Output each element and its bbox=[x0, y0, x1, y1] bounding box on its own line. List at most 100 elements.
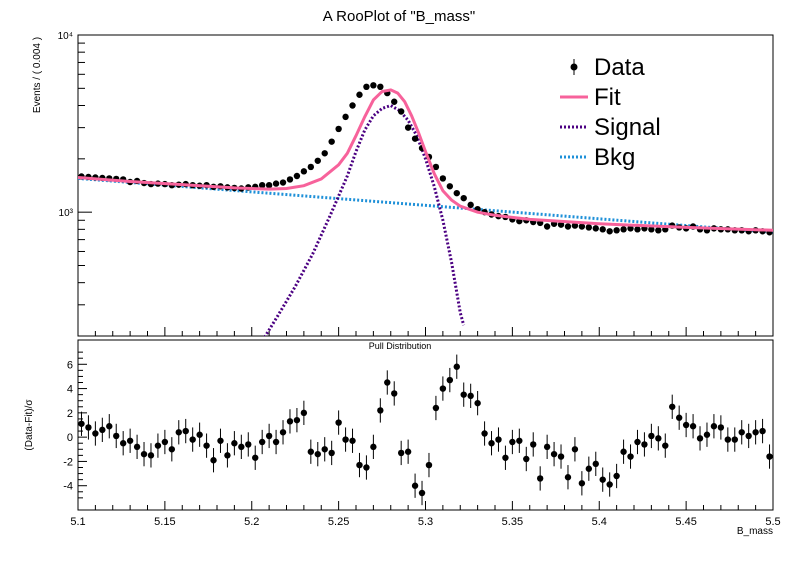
pull-point bbox=[536, 475, 544, 482]
pull-point bbox=[453, 363, 460, 370]
data-point bbox=[655, 227, 662, 234]
data-point bbox=[439, 175, 447, 182]
pull-point bbox=[564, 474, 572, 481]
pull-point bbox=[99, 426, 106, 434]
pull-point bbox=[203, 442, 210, 449]
pull-point bbox=[696, 435, 704, 442]
data-point bbox=[377, 83, 384, 91]
pull-point bbox=[738, 429, 745, 436]
data-point bbox=[342, 113, 349, 121]
pull-point bbox=[224, 452, 231, 459]
pull-point bbox=[745, 432, 752, 440]
pull-point bbox=[585, 465, 593, 472]
pull-ylabel: (Data-Fit)/σ bbox=[24, 399, 35, 451]
pull-point bbox=[446, 376, 454, 384]
pull-point bbox=[689, 423, 697, 430]
pull-point bbox=[460, 391, 467, 398]
pull-y-tick-label: 6 bbox=[67, 359, 73, 371]
data-point bbox=[592, 225, 599, 232]
pull-point bbox=[119, 440, 127, 447]
pull-point bbox=[391, 390, 398, 397]
pull-point bbox=[425, 461, 433, 469]
pull-point bbox=[147, 452, 155, 459]
pull-point bbox=[168, 446, 176, 453]
pull-point bbox=[328, 449, 335, 457]
pull-point bbox=[509, 438, 516, 446]
pull-point bbox=[557, 453, 565, 460]
data-point bbox=[467, 201, 474, 209]
pull-point bbox=[293, 416, 301, 424]
data-point bbox=[356, 91, 363, 98]
pull-point bbox=[349, 437, 356, 444]
x-tick-label: 5.5 bbox=[765, 516, 780, 528]
data-point bbox=[328, 138, 335, 145]
data-point bbox=[335, 125, 342, 133]
legend-swatch-data bbox=[570, 63, 578, 71]
pull-point bbox=[411, 482, 419, 489]
pull-point bbox=[474, 399, 481, 407]
data-point bbox=[599, 226, 606, 233]
data-point bbox=[620, 226, 627, 233]
pull-point bbox=[175, 429, 182, 436]
pull-point bbox=[502, 454, 509, 461]
data-point bbox=[272, 180, 280, 187]
pull-point bbox=[78, 420, 85, 427]
pull-point bbox=[752, 429, 759, 436]
x-tick-label: 5.35 bbox=[502, 516, 523, 528]
pull-point bbox=[418, 489, 426, 497]
data-point bbox=[627, 225, 634, 232]
pull-point bbox=[217, 437, 224, 444]
x-tick-label: 5.15 bbox=[154, 516, 175, 528]
pull-point bbox=[210, 457, 217, 464]
legend-label-signal: Signal bbox=[594, 114, 661, 141]
bkg-curve bbox=[78, 176, 773, 234]
pull-point bbox=[675, 414, 683, 421]
pull-point bbox=[140, 450, 148, 458]
pull-point bbox=[571, 446, 579, 453]
pull-point bbox=[488, 440, 495, 447]
data-point bbox=[258, 181, 266, 189]
legend-label-bkg: Bkg bbox=[594, 144, 635, 171]
pull-point bbox=[397, 449, 405, 457]
pull-point bbox=[467, 392, 474, 400]
pull-pad: 5.1 5.15 5.2 5.25 5.3 5.35 5.4 5.45 5.5 -4 -2 0 2 4 6 bbox=[63, 339, 781, 528]
data-point bbox=[606, 228, 613, 235]
pull-y-tick-label: -4 bbox=[63, 481, 73, 493]
pull-point bbox=[286, 418, 294, 425]
pull-y-tick-label: 4 bbox=[67, 384, 73, 396]
data-point bbox=[349, 102, 356, 109]
data-point bbox=[314, 157, 321, 164]
pull-point bbox=[523, 455, 530, 463]
data-point bbox=[286, 176, 294, 183]
pull-point bbox=[550, 450, 558, 458]
data-point bbox=[578, 223, 586, 230]
pull-point bbox=[530, 441, 537, 448]
top-ylabel: Events / ( 0.004 ) bbox=[32, 37, 43, 113]
data-point bbox=[543, 223, 551, 230]
data-point bbox=[321, 150, 328, 157]
pull-point bbox=[627, 453, 634, 460]
pull-point bbox=[113, 432, 120, 440]
pull-point bbox=[634, 438, 641, 446]
data-point bbox=[293, 172, 301, 180]
pull-point bbox=[363, 464, 370, 471]
pull-point bbox=[92, 430, 99, 437]
pull-point bbox=[384, 379, 391, 386]
pull-point bbox=[321, 446, 328, 453]
data-point bbox=[391, 98, 398, 105]
data-point bbox=[557, 221, 565, 228]
pull-point bbox=[189, 436, 196, 443]
pull-point bbox=[592, 460, 599, 468]
pull-point bbox=[314, 450, 321, 458]
pull-y-tick-label: -2 bbox=[63, 456, 73, 468]
pull-point bbox=[731, 436, 738, 443]
data-point bbox=[363, 83, 370, 91]
data-point bbox=[300, 168, 308, 175]
pull-title: Pull Distribution bbox=[369, 341, 432, 351]
data-point bbox=[585, 224, 593, 231]
legend-label-fit: Fit bbox=[594, 84, 621, 111]
pull-point bbox=[578, 480, 586, 487]
pull-point bbox=[245, 441, 252, 448]
pull-point bbox=[543, 443, 551, 451]
